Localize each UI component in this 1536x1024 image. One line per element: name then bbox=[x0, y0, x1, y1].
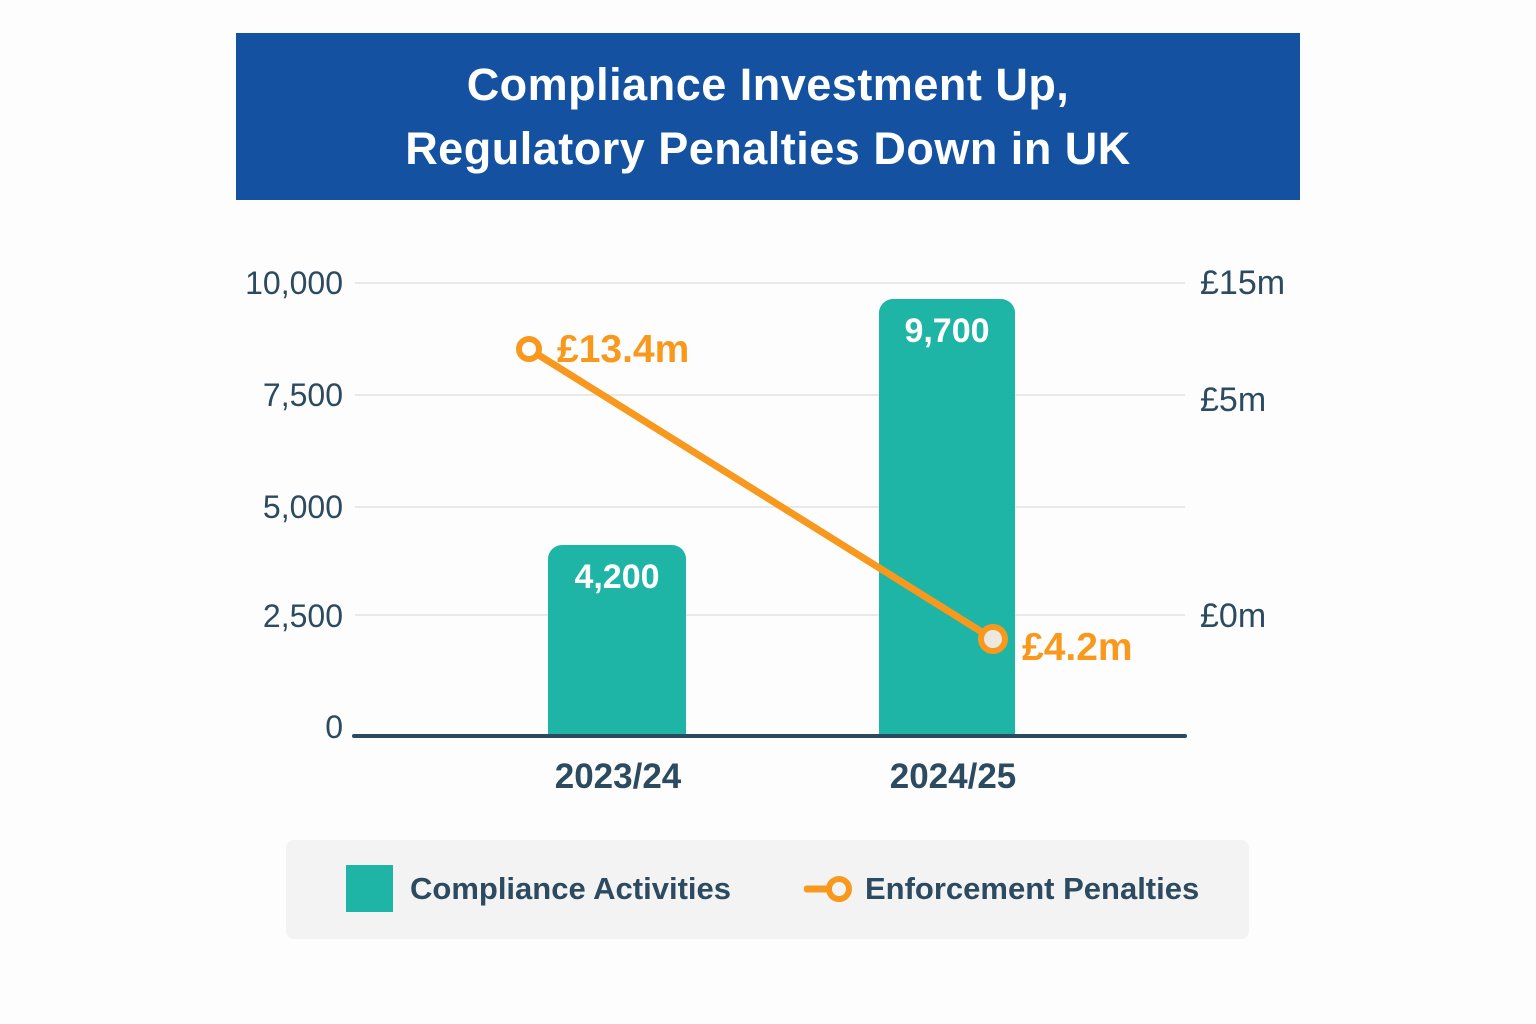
penalties-trend-line bbox=[525, 345, 997, 643]
title-banner: Compliance Investment Up, Regulatory Pen… bbox=[236, 33, 1300, 200]
gridline-2500 bbox=[355, 614, 1185, 616]
right-axis-tick-0m: £0m bbox=[1200, 597, 1267, 635]
left-axis-tick-5000: 5,000 bbox=[262, 489, 343, 525]
penalties-label-2023-24: £13.4m bbox=[557, 328, 690, 371]
penalties-point-2023-24 bbox=[516, 336, 542, 362]
bar-2024-25: 9,700 bbox=[879, 299, 1015, 734]
bar-value-label-2024-25: 9,700 bbox=[904, 312, 990, 350]
line-marker-icon bbox=[804, 876, 852, 902]
left-axis-tick-7500: 7,500 bbox=[262, 377, 343, 413]
bar-value-label-2023-24: 4,200 bbox=[574, 558, 660, 596]
legend-label-compliance-activities: Compliance Activities bbox=[410, 871, 732, 906]
penalties-point-2024-25 bbox=[978, 624, 1008, 654]
x-axis-label-2024-25: 2024/25 bbox=[889, 757, 1017, 796]
gridline-10000 bbox=[355, 282, 1185, 284]
x-axis-baseline bbox=[352, 734, 1187, 738]
chart-title-line-2: Regulatory Penalties Down in UK bbox=[405, 122, 1131, 174]
left-axis-tick-0: 0 bbox=[325, 709, 343, 745]
right-axis-tick-5m: £5m bbox=[1200, 381, 1267, 419]
penalties-label-2024-25: £4.2m bbox=[1022, 626, 1133, 669]
compliance-activities-swatch-icon bbox=[346, 865, 393, 912]
bar-2023-24: 4,200 bbox=[548, 545, 686, 734]
left-axis-tick-10000: 10,000 bbox=[245, 265, 343, 301]
gridline-7500 bbox=[355, 394, 1185, 396]
left-axis-tick-2500: 2,500 bbox=[262, 598, 343, 634]
legend-label-enforcement-penalties: Enforcement Penalties bbox=[865, 871, 1200, 906]
right-axis-tick-15m: £15m bbox=[1200, 264, 1286, 302]
legend bbox=[286, 840, 1249, 939]
chart-title-line-1: Compliance Investment Up, bbox=[466, 58, 1070, 110]
x-axis-label-2023-24: 2023/24 bbox=[554, 757, 682, 796]
gridline-5000 bbox=[355, 506, 1185, 508]
